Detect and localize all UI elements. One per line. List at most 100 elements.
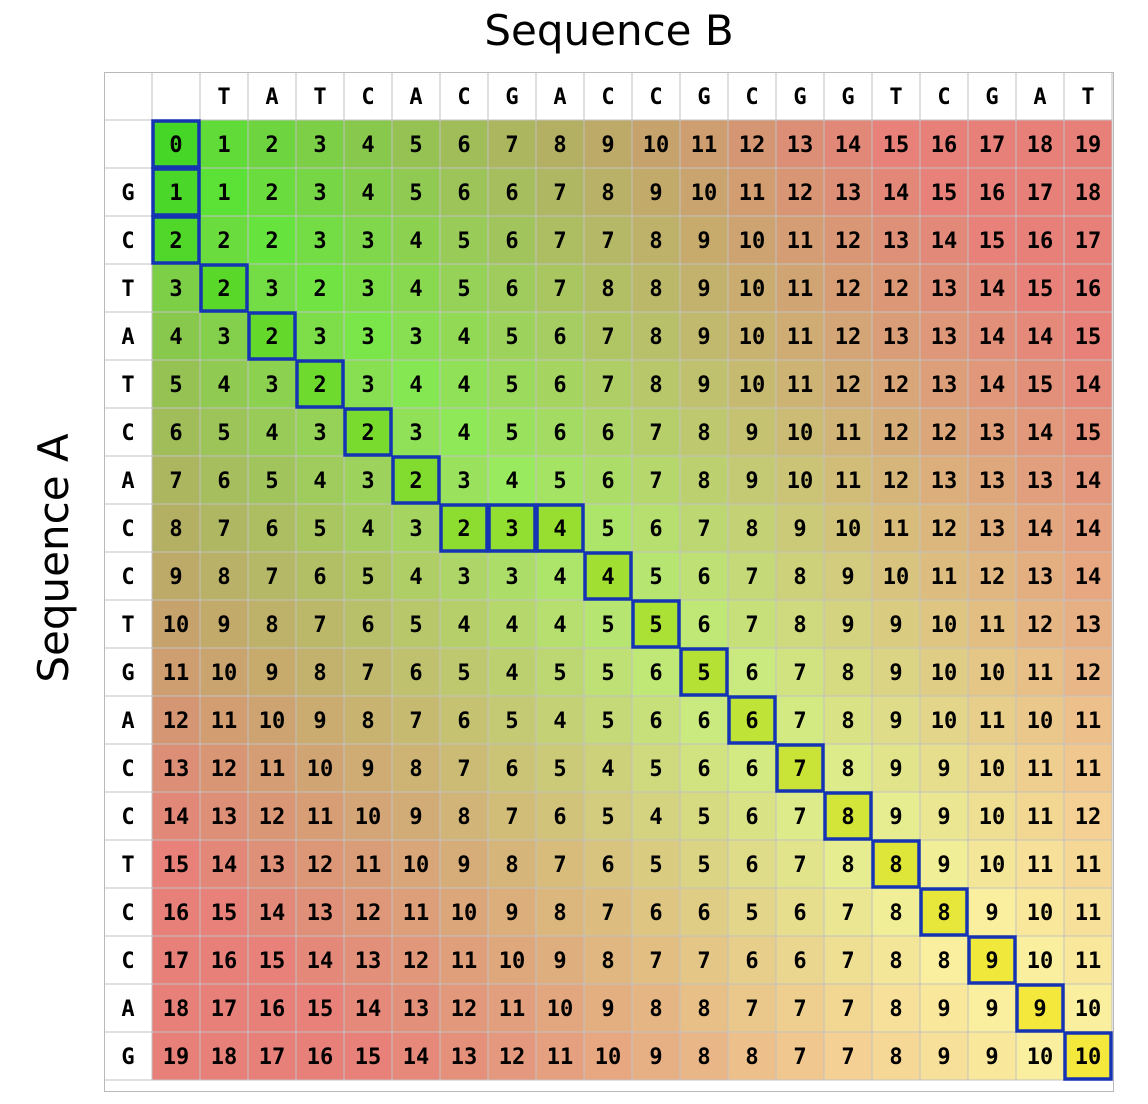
matrix-cell xyxy=(487,263,537,313)
matrix-value: 7 xyxy=(505,133,518,158)
matrix-cell xyxy=(631,167,681,217)
matrix-value: 6 xyxy=(217,469,230,494)
matrix-value: 10 xyxy=(931,709,958,734)
column-header-cell xyxy=(1063,72,1113,121)
matrix-cell xyxy=(631,839,681,889)
matrix-cell xyxy=(199,215,249,265)
matrix-value: 13 xyxy=(787,133,814,158)
matrix-value: 10 xyxy=(979,805,1006,830)
matrix-value: 12 xyxy=(451,997,478,1022)
matrix-value: 12 xyxy=(883,421,910,446)
alignment-path-cell xyxy=(919,887,969,937)
matrix-value: 6 xyxy=(649,661,662,686)
matrix-cell xyxy=(823,791,873,841)
matrix-value: 7 xyxy=(841,997,854,1022)
matrix-cell xyxy=(871,983,921,1033)
matrix-cell xyxy=(487,983,537,1033)
matrix-cell xyxy=(727,551,777,601)
sequence-b-letter: T xyxy=(217,85,230,110)
matrix-value: 16 xyxy=(931,133,958,158)
matrix-value: 11 xyxy=(211,709,238,734)
matrix-cell xyxy=(151,695,201,745)
matrix-cell xyxy=(583,455,633,505)
matrix-cell xyxy=(487,647,537,697)
matrix-value: 15 xyxy=(1075,325,1102,350)
matrix-value: 5 xyxy=(457,277,470,302)
matrix-cell xyxy=(871,791,921,841)
matrix-cell xyxy=(535,887,585,937)
sequence-a-letter: C xyxy=(121,901,134,926)
matrix-value: 16 xyxy=(1075,277,1102,302)
matrix-value: 5 xyxy=(697,805,710,830)
matrix-cell xyxy=(439,359,489,409)
matrix-cell xyxy=(439,695,489,745)
matrix-value: 3 xyxy=(409,517,422,542)
sequence-b-letter: C xyxy=(457,85,470,110)
matrix-value: 6 xyxy=(505,181,518,206)
matrix-value: 9 xyxy=(217,613,230,638)
row-header-cell xyxy=(104,887,153,937)
matrix-value: 18 xyxy=(1027,133,1054,158)
matrix-value: 3 xyxy=(361,229,374,254)
alignment-path-cell xyxy=(535,503,585,553)
matrix-value: 8 xyxy=(649,277,662,302)
matrix-cell xyxy=(343,647,393,697)
matrix-cell xyxy=(967,455,1017,505)
matrix-cell xyxy=(535,743,585,793)
matrix-cell xyxy=(1063,263,1113,313)
matrix-value: 12 xyxy=(835,373,862,398)
matrix-value: 6 xyxy=(553,421,566,446)
matrix-cell xyxy=(1015,215,1065,265)
matrix-cell xyxy=(727,839,777,889)
matrix-value: 14 xyxy=(1027,325,1054,350)
alignment-path-cell xyxy=(295,359,345,409)
matrix-cell xyxy=(967,215,1017,265)
matrix-value: 7 xyxy=(649,421,662,446)
matrix-cell xyxy=(199,263,249,313)
matrix-cell xyxy=(679,215,729,265)
column-header-cell xyxy=(487,72,537,121)
row-header-cell xyxy=(104,503,153,553)
matrix-value: 18 xyxy=(211,1045,238,1070)
sequence-a-title: Sequence A xyxy=(29,433,78,683)
matrix-value: 12 xyxy=(355,901,382,926)
matrix-cell xyxy=(871,503,921,553)
matrix-value: 5 xyxy=(601,661,614,686)
sequence-b-letter: A xyxy=(553,85,566,110)
matrix-cell xyxy=(1015,695,1065,745)
matrix-value: 9 xyxy=(697,325,710,350)
matrix-value: 14 xyxy=(1027,421,1054,446)
sequence-b-letter: C xyxy=(601,85,614,110)
matrix-value: 9 xyxy=(505,901,518,926)
matrix-value: 7 xyxy=(265,565,278,590)
matrix-value: 10 xyxy=(691,181,718,206)
matrix-cell xyxy=(1015,887,1065,937)
matrix-value: 6 xyxy=(745,709,758,734)
matrix-value: 9 xyxy=(985,901,998,926)
matrix-value: 5 xyxy=(505,325,518,350)
matrix-cell xyxy=(775,935,825,985)
matrix-value: 5 xyxy=(553,469,566,494)
matrix-cell xyxy=(967,503,1017,553)
matrix-cell xyxy=(679,599,729,649)
matrix-cell xyxy=(871,263,921,313)
matrix-value: 10 xyxy=(259,709,286,734)
sequence-b-letter: G xyxy=(505,85,518,110)
matrix-value: 7 xyxy=(793,1045,806,1070)
matrix-value: 6 xyxy=(697,613,710,638)
matrix-value: 5 xyxy=(553,757,566,782)
matrix-cell xyxy=(151,311,201,361)
sequence-a-letter: G xyxy=(121,1045,134,1070)
matrix-cell xyxy=(247,455,297,505)
matrix-cell xyxy=(247,167,297,217)
matrix-value: 2 xyxy=(169,229,182,254)
matrix-value: 14 xyxy=(1075,373,1102,398)
matrix-cell xyxy=(967,167,1017,217)
matrix-cell xyxy=(679,407,729,457)
matrix-value: 10 xyxy=(931,613,958,638)
matrix-value: 15 xyxy=(979,229,1006,254)
matrix-value: 2 xyxy=(265,229,278,254)
matrix-cell xyxy=(391,695,441,745)
matrix-value: 2 xyxy=(313,277,326,302)
matrix-cell xyxy=(871,743,921,793)
